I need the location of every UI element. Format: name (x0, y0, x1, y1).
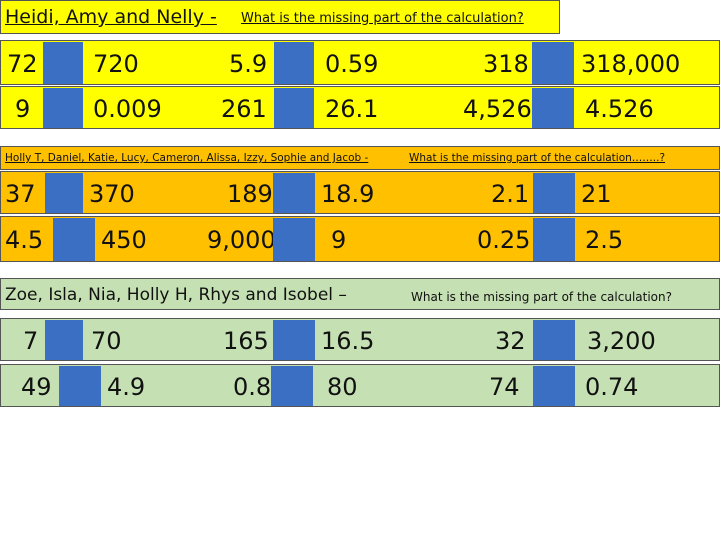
result: 80 (327, 373, 358, 401)
operand: 74 (489, 373, 520, 401)
result: 26.1 (325, 95, 379, 123)
result: 21 (581, 180, 612, 208)
section-3-question: What is the missing part of the calculat… (411, 290, 672, 304)
operand: 49 (21, 373, 52, 401)
operand: 9 (15, 95, 31, 123)
section-2-header: Holly T, Daniel, Katie, Lucy, Cameron, A… (0, 146, 720, 170)
missing-operator-box (533, 320, 575, 360)
missing-operator-box (533, 366, 575, 406)
missing-operator-box (45, 320, 83, 360)
operand: 72 (7, 50, 38, 78)
operand: 2.1 (491, 180, 530, 208)
missing-operator-box (273, 320, 315, 360)
missing-operator-box (43, 88, 83, 128)
section-2-row-1: 37 370 189 18.9 2.1 21 (0, 171, 720, 214)
missing-operator-box (53, 218, 95, 261)
section-1-question: What is the missing part of the calculat… (241, 11, 524, 26)
section-1-row-1: 72 720 5.9 0.59 318 318,000 (0, 40, 720, 85)
missing-operator-box (533, 173, 575, 213)
missing-operator-box (274, 88, 314, 128)
missing-operator-box (45, 173, 83, 213)
operand: 0.25 (477, 226, 531, 254)
operand: 5.9 (229, 50, 268, 78)
result: 370 (89, 180, 135, 208)
result: 720 (93, 50, 139, 78)
result: 9 (331, 226, 347, 254)
result: 318,000 (581, 50, 681, 78)
result: 3,200 (587, 327, 656, 355)
result: 0.59 (325, 50, 379, 78)
missing-operator-box (273, 173, 315, 213)
operand: 0.8 (233, 373, 272, 401)
section-3-names: Zoe, Isla, Nia, Holly H, Rhys and Isobel… (5, 285, 347, 305)
result: 70 (91, 327, 122, 355)
section-3-row-2: 49 4.9 0.8 80 74 0.74 (0, 364, 720, 407)
result: 450 (101, 226, 147, 254)
result: 0.009 (93, 95, 162, 123)
result: 4.9 (107, 373, 146, 401)
result: 18.9 (321, 180, 375, 208)
operand: 4.5 (5, 226, 44, 254)
missing-operator-box (533, 218, 575, 261)
missing-operator-box (273, 218, 315, 261)
operand: 189 (227, 180, 273, 208)
operand: 7 (23, 327, 39, 355)
missing-operator-box (532, 88, 574, 128)
operand: 4,526 (463, 95, 532, 123)
operand: 9,000 (207, 226, 276, 254)
result: 0.74 (585, 373, 639, 401)
missing-operator-box (59, 366, 101, 406)
operand: 318 (483, 50, 529, 78)
section-1-names: Heidi, Amy and Nelly - (5, 6, 217, 28)
section-1-header: Heidi, Amy and Nelly - What is the missi… (0, 0, 560, 34)
missing-operator-box (274, 42, 314, 84)
result: 16.5 (321, 327, 375, 355)
operand: 165 (223, 327, 269, 355)
missing-operator-box (532, 42, 574, 84)
section-2-question: What is the missing part of the calculat… (409, 152, 666, 164)
result: 2.5 (585, 226, 624, 254)
missing-operator-box (271, 366, 313, 406)
section-1-row-2: 9 0.009 261 26.1 4,526 4.526 (0, 86, 720, 129)
operand: 37 (5, 180, 36, 208)
section-3-header: Zoe, Isla, Nia, Holly H, Rhys and Isobel… (0, 278, 720, 310)
section-3-row-1: 7 70 165 16.5 32 3,200 (0, 318, 720, 361)
operand: 261 (221, 95, 267, 123)
missing-operator-box (43, 42, 83, 84)
section-2-row-2: 4.5 450 9,000 9 0.25 2.5 (0, 216, 720, 262)
operand: 32 (495, 327, 526, 355)
result: 4.526 (585, 95, 654, 123)
section-2-names: Holly T, Daniel, Katie, Lucy, Cameron, A… (5, 152, 369, 164)
